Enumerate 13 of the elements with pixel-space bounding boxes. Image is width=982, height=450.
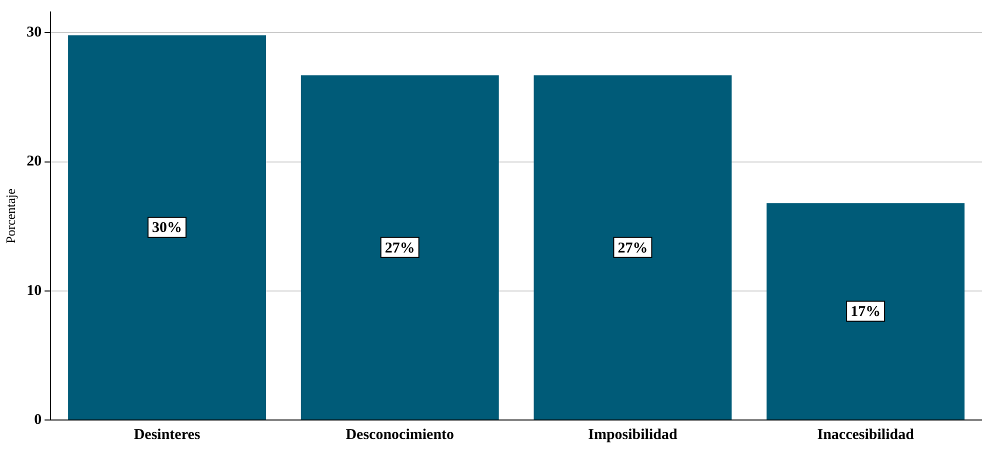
- data-label: 30%: [152, 220, 182, 236]
- y-tick-label: 10: [26, 282, 42, 299]
- y-axis-title: Porcentaje: [3, 188, 18, 244]
- data-label: 27%: [618, 240, 648, 256]
- y-tick-label: 20: [26, 154, 42, 170]
- x-tick-label: Inaccesibilidad: [817, 426, 915, 443]
- y-tick-label: 0: [34, 412, 42, 428]
- x-tick-label: Desinteres: [134, 426, 200, 443]
- x-tick-label: Desconocimiento: [346, 426, 454, 443]
- x-tick-label: Imposibilidad: [588, 426, 678, 443]
- data-label: 17%: [850, 304, 881, 320]
- data-label: 27%: [384, 240, 415, 256]
- y-tick-label: 30: [26, 24, 42, 41]
